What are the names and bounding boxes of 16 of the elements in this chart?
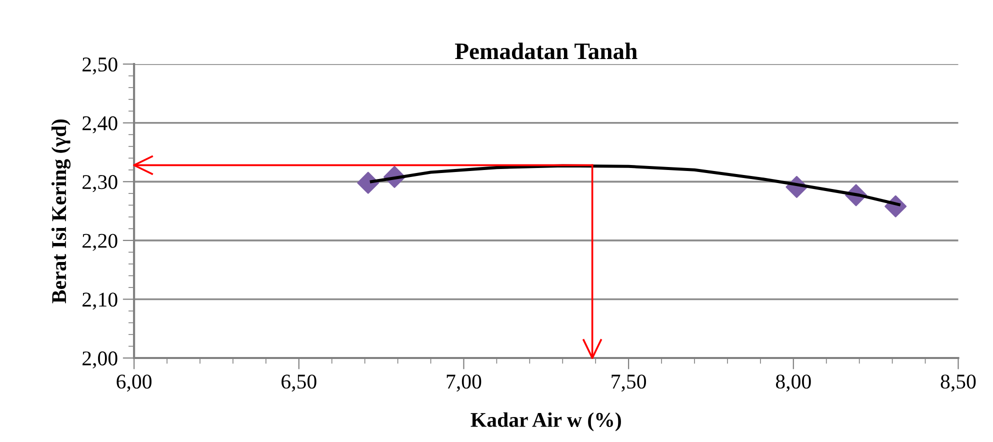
chart-title: Pemadatan Tanah: [455, 42, 638, 60]
y-tick-label: 2,40: [82, 116, 118, 134]
y-tick-label: 2,50: [82, 57, 118, 75]
point: [357, 172, 380, 194]
x-tick-label: 8,50: [940, 374, 976, 392]
x-tick-label: 7,00: [446, 374, 482, 392]
x-tick-label: 6,50: [282, 374, 316, 392]
x-axis-title: Kadar Air w (%): [470, 412, 621, 432]
y-axis-title: Berat Isi Kering (γd): [51, 119, 71, 304]
y-tick-label: 2,00: [82, 351, 118, 368]
x-tick-label: 8,00: [776, 374, 811, 392]
y-tick-label: 2,10: [82, 292, 118, 310]
y-tick-label: 2,30: [82, 175, 118, 192]
x-tick-label: 6,00: [116, 374, 152, 392]
y-tick-label: 2,20: [82, 234, 118, 251]
x-tick-label: 7,50: [612, 374, 646, 392]
